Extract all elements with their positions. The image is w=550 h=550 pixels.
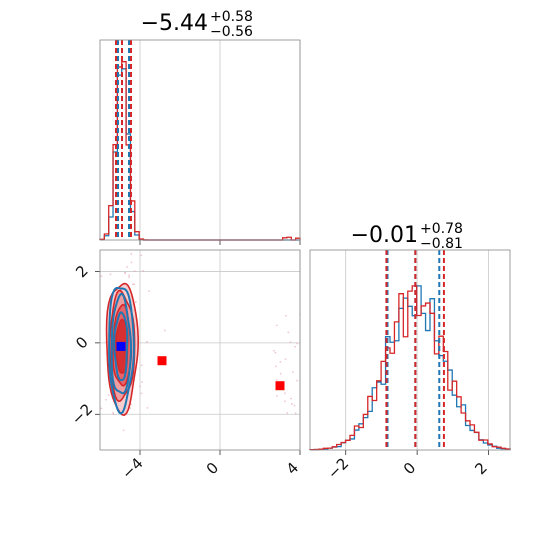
- title-param-1-value: −5.44: [141, 11, 208, 36]
- sample-dot: [130, 403, 133, 406]
- title-param-2-upper-error: +0.78: [420, 221, 463, 237]
- sample-dot: [128, 276, 130, 279]
- sample-dot: [129, 407, 132, 409]
- sample-dot: [100, 275, 103, 278]
- panel-x-histogram: [99, 39, 301, 245]
- sample-dot: [294, 412, 297, 415]
- sample-dot: [139, 385, 142, 388]
- sample-dot: [142, 269, 145, 272]
- sample-dot: [275, 378, 278, 381]
- y-hist-series-red: [309, 285, 511, 451]
- sample-dot: [128, 274, 130, 277]
- sample-dot: [126, 266, 128, 268]
- sample-dot: [276, 394, 279, 397]
- sample-dot: [132, 283, 134, 286]
- sample-dot: [275, 324, 278, 327]
- sample-dot: [163, 329, 166, 332]
- x-hist-frame: [99, 39, 301, 241]
- sample-dot: [105, 398, 107, 401]
- sample-dot: [141, 381, 143, 383]
- joint-xtick-label: −4: [118, 454, 146, 482]
- y-hist-xtick-label: 0: [400, 459, 419, 478]
- sample-dot: [140, 392, 143, 395]
- sample-dot: [293, 404, 296, 407]
- panel-titles: −5.44 +0.58−0.56 −0.01 +0.78−0.81: [141, 9, 463, 252]
- sample-dot: [148, 290, 150, 293]
- joint-ytick-label: 2: [72, 262, 91, 281]
- sample-dot: [109, 273, 112, 276]
- sample-dot: [285, 314, 287, 317]
- y-hist-xtick-label: 2: [471, 459, 490, 478]
- y-hist-series-blue: [309, 285, 511, 451]
- sample-dot: [301, 359, 303, 361]
- joint-ytick-label: 0: [72, 333, 91, 352]
- sample-dot: [96, 330, 98, 332]
- marker-square: [275, 381, 285, 391]
- sample-dot: [274, 365, 277, 368]
- sample-dot: [279, 372, 282, 375]
- sample-dot: [289, 341, 292, 344]
- sample-dot: [140, 254, 143, 257]
- joint-xtick-label: 0: [203, 459, 222, 478]
- sample-dot: [134, 301, 137, 303]
- sample-dot: [140, 364, 143, 367]
- sample-dot: [274, 351, 277, 354]
- sample-dot: [294, 345, 297, 348]
- blue-contour-line: [108, 286, 135, 415]
- sample-dot: [290, 397, 292, 400]
- y-hist-frame: [309, 249, 511, 451]
- sample-dot: [130, 253, 133, 255]
- sample-dot: [112, 412, 114, 414]
- blue-contour-line: [110, 292, 133, 395]
- sample-dot: [290, 403, 293, 405]
- sample-dot: [284, 358, 287, 361]
- sample-dot: [273, 349, 275, 352]
- sample-dot: [292, 371, 294, 374]
- blue-contour-line: [113, 311, 129, 382]
- panel-joint-density: −4 0 4 −2 0 2: [68, 249, 303, 483]
- sample-dot: [146, 340, 148, 343]
- title-param-1-lower-error: −0.56: [210, 24, 253, 40]
- sample-dot: [112, 413, 115, 416]
- sample-dot: [279, 361, 282, 363]
- sample-dot: [284, 392, 286, 395]
- sample-dot: [133, 270, 136, 273]
- sample-dot: [107, 394, 110, 396]
- title-param-2-lower-error: −0.81: [420, 236, 463, 252]
- sample-dot: [286, 412, 289, 414]
- marker-square: [157, 356, 167, 366]
- marker-square: [116, 341, 126, 351]
- sample-dot: [296, 342, 298, 345]
- title-param-2-value: −0.01: [351, 223, 418, 248]
- joint-body: [96, 253, 303, 432]
- sample-dot: [146, 407, 149, 409]
- sample-dot: [287, 331, 290, 334]
- red-contour-line: [105, 282, 139, 417]
- y-hist-xtick-label: −2: [324, 454, 352, 482]
- joint-ytick-label: −2: [68, 400, 96, 428]
- sample-dot: [296, 379, 299, 382]
- sample-dot: [301, 366, 303, 368]
- sample-dot: [130, 261, 133, 264]
- sample-dot: [100, 407, 103, 410]
- joint-frame: [99, 249, 301, 451]
- sample-dot: [122, 429, 125, 432]
- sample-dot: [284, 400, 286, 403]
- title-param-1-upper-error: +0.58: [210, 9, 253, 25]
- panel-y-histogram: −2 0 2: [309, 249, 511, 483]
- sample-dot: [133, 283, 136, 286]
- joint-xtick-label: 4: [283, 459, 302, 478]
- sample-dot: [124, 271, 126, 274]
